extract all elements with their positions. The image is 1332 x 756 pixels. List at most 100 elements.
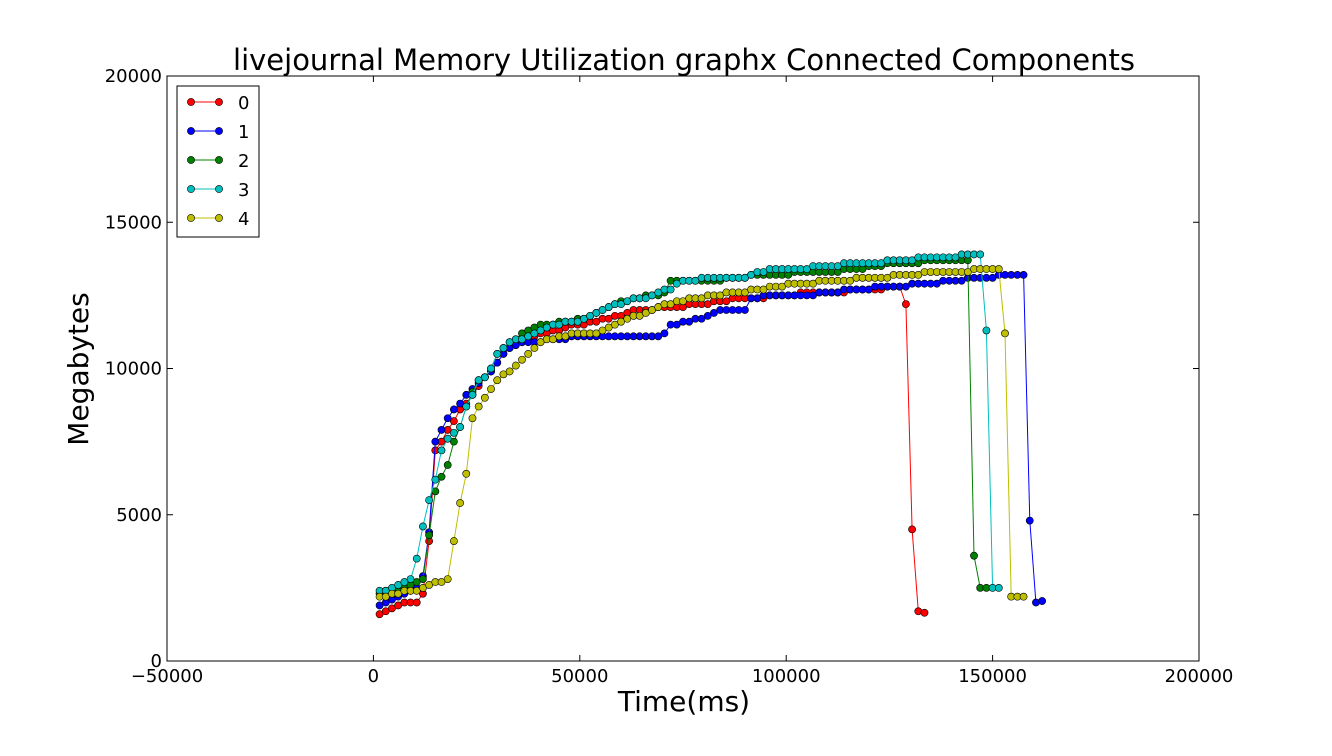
y-tick-label: 5000 — [116, 505, 162, 526]
data-point — [598, 326, 607, 335]
legend-marker — [187, 98, 195, 106]
data-point — [518, 355, 526, 364]
data-point — [660, 329, 669, 338]
data-point — [988, 273, 997, 282]
data-point — [425, 531, 434, 540]
data-point — [902, 282, 910, 291]
data-point — [1025, 516, 1034, 525]
data-point — [864, 285, 873, 294]
data-point — [443, 575, 452, 583]
data-point — [518, 335, 526, 344]
legend-marker — [187, 185, 195, 193]
data-point — [412, 554, 421, 563]
data-point — [480, 393, 489, 402]
data-point — [431, 475, 440, 484]
data-point — [499, 344, 508, 352]
data-point — [846, 276, 855, 285]
series-line-1 — [379, 274, 1043, 606]
data-point — [419, 583, 427, 592]
data-point — [449, 428, 458, 437]
y-axis-label: Megabytes — [62, 292, 95, 445]
data-point — [524, 349, 533, 358]
axis-ticks: −50000 0 50000 100000 150000 2000000500010000… — [105, 66, 1234, 687]
data-point — [908, 256, 917, 265]
y-tick-label: 0 — [151, 651, 162, 672]
data-point — [437, 578, 446, 586]
data-point — [493, 349, 502, 358]
data-point — [549, 335, 557, 344]
data-point — [970, 551, 978, 560]
data-point — [412, 586, 421, 595]
data-point — [561, 332, 570, 341]
data-point — [406, 575, 415, 583]
data-point — [592, 317, 601, 326]
data-point — [610, 320, 619, 329]
data-point — [536, 326, 545, 335]
data-point — [809, 291, 817, 300]
data-point — [710, 309, 718, 317]
data-point — [691, 276, 700, 285]
data-point — [604, 303, 613, 311]
data-point — [654, 288, 663, 297]
data-point — [679, 297, 687, 306]
data-point — [1019, 270, 1028, 279]
data-point — [617, 300, 625, 309]
x-tick-label: −50000 — [131, 666, 203, 687]
data-point — [499, 370, 508, 379]
legend-label-3: 3 — [238, 180, 249, 201]
data-point — [722, 297, 731, 306]
data-point — [809, 279, 817, 288]
data-point — [741, 273, 749, 282]
data-point — [542, 323, 551, 332]
data-point — [759, 285, 768, 294]
data-point — [672, 279, 681, 288]
series-3 — [375, 250, 1003, 595]
data-point — [623, 297, 632, 306]
data-point — [666, 285, 675, 294]
data-point — [431, 437, 440, 446]
data-point — [932, 279, 941, 288]
data-point — [456, 399, 464, 408]
data-point — [1001, 329, 1009, 338]
data-point — [1038, 597, 1047, 605]
data-point — [604, 323, 613, 332]
data-point — [833, 288, 842, 297]
data-point — [648, 306, 656, 314]
plot-series — [375, 250, 1047, 619]
data-point — [648, 291, 656, 300]
data-point — [741, 306, 749, 314]
data-point — [641, 294, 650, 303]
data-point — [480, 373, 489, 382]
data-point — [493, 376, 502, 385]
data-point — [635, 311, 644, 320]
data-point — [400, 578, 409, 586]
x-axis-label: Time(ms) — [617, 685, 750, 718]
data-point — [747, 270, 756, 279]
series-1 — [375, 270, 1047, 610]
data-point — [580, 314, 588, 323]
x-tick-label: 100000 — [752, 666, 821, 687]
data-point — [703, 311, 712, 320]
data-point — [381, 592, 390, 601]
legend-marker — [187, 127, 195, 135]
data-point — [437, 426, 446, 434]
legend-marker — [215, 185, 223, 193]
data-point — [425, 581, 434, 589]
data-point — [697, 314, 706, 323]
legend: 0 1 2 3 4 — [176, 85, 260, 238]
legend-marker — [187, 156, 195, 164]
x-tick-label: 200000 — [1165, 666, 1234, 687]
data-point — [474, 376, 483, 385]
data-point — [505, 338, 514, 347]
data-point — [902, 300, 910, 309]
data-point — [437, 472, 446, 481]
data-point — [802, 265, 811, 273]
data-point — [511, 361, 520, 370]
data-point — [716, 291, 725, 300]
legend-label-2: 2 — [238, 151, 249, 172]
data-point — [920, 608, 929, 617]
data-point — [443, 434, 452, 443]
data-point — [449, 437, 458, 446]
data-point — [908, 525, 917, 534]
data-point — [586, 311, 595, 320]
